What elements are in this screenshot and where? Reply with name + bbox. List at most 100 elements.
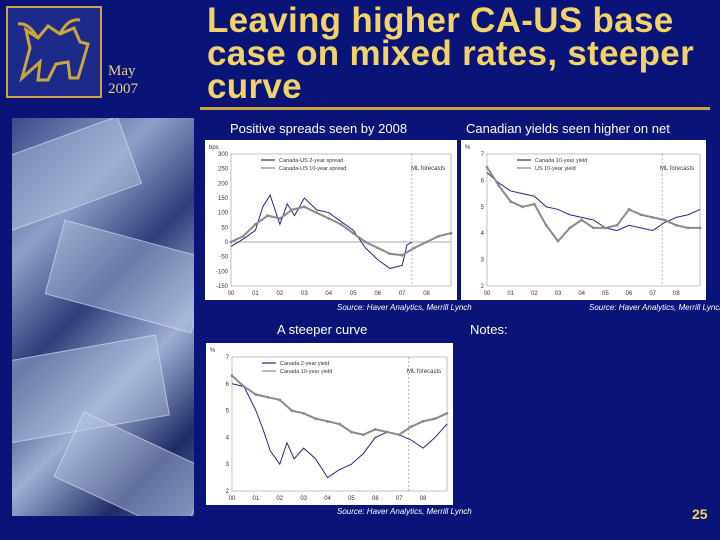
series-point	[278, 217, 282, 220]
x-tick-label: 07	[396, 496, 403, 502]
x-tick-label: 00	[229, 496, 236, 502]
series-point	[686, 226, 690, 230]
axis-unit-label: bps	[209, 145, 219, 151]
series-point	[229, 240, 233, 244]
x-tick-label: 01	[252, 291, 259, 297]
x-tick-label: 06	[626, 291, 633, 297]
y-tick-label: 5	[226, 409, 230, 415]
chart-curve-svg: % 2 3 4 5 6 7 00 01 02 03 04 05 06 07 08 ML forecasts Can…	[210, 348, 449, 502]
series-point	[698, 226, 702, 230]
y-tick-label: 100	[218, 211, 229, 217]
series-line	[486, 166, 700, 243]
series-point	[449, 231, 453, 235]
series-line	[231, 375, 448, 436]
legend-label: Canada-US 10-year spread	[279, 166, 346, 172]
series-point	[603, 226, 607, 230]
series-point	[615, 223, 619, 227]
series-point	[302, 411, 306, 415]
title-divider	[200, 107, 710, 110]
page-number: 25	[692, 506, 708, 522]
series-point	[350, 430, 353, 434]
y-tick-label: 4	[226, 435, 230, 441]
bull-icon	[17, 18, 90, 83]
series-point	[230, 374, 234, 378]
y-tick-label: 150	[218, 196, 229, 202]
presentation-date: May 2007	[108, 62, 158, 98]
legend-label: Canada 10-year yield	[280, 369, 332, 375]
x-tick-label: 08	[673, 291, 680, 297]
x-tick-label: 02	[531, 291, 538, 297]
slide-title: Leaving higher CA-US base case on mixed …	[207, 1, 694, 106]
date-month: May	[108, 63, 136, 79]
forecast-annotation: ML forecasts	[411, 166, 445, 172]
y-tick-label: -150	[216, 284, 229, 290]
x-tick-label: 07	[399, 291, 406, 297]
series-point	[351, 231, 355, 235]
x-tick-label: 02	[277, 291, 284, 297]
series-line	[486, 172, 701, 232]
series-point	[254, 393, 258, 396]
series-point	[385, 430, 389, 434]
series-point	[326, 419, 329, 423]
x-tick-label: 01	[507, 291, 514, 297]
notes-heading: Notes:	[470, 322, 508, 337]
series-point	[241, 234, 245, 238]
axis-unit-label: %	[210, 348, 216, 354]
y-tick-label: 3	[481, 258, 485, 264]
legend-label: Canada 2-year yield	[280, 361, 329, 367]
series-point	[485, 165, 489, 169]
y-tick-label: 2	[481, 284, 485, 290]
y-tick-label: 5	[481, 205, 485, 211]
chart-yields: % 2 3 4 5 6 7 00 01 02 03 04 05 06 07 08 ML forecasts Can…	[461, 140, 706, 300]
series-point	[639, 213, 643, 217]
y-tick-label: 250	[218, 167, 229, 173]
series-point	[388, 252, 392, 256]
source-curve: Source: Haver Analytics, Merrill Lynch	[337, 507, 472, 516]
series-point	[302, 205, 306, 209]
series-point	[338, 422, 341, 426]
y-tick-label: 0	[225, 240, 229, 246]
series-point	[627, 208, 631, 211]
y-tick-label: 6	[481, 178, 485, 184]
x-tick-label: 04	[325, 291, 332, 297]
x-tick-label: 03	[301, 291, 308, 297]
panel-title-curve: A steeper curve	[277, 322, 368, 337]
series-point	[663, 218, 666, 222]
x-tick-label: 06	[374, 291, 381, 297]
y-tick-label: 2	[226, 489, 230, 495]
source-spreads: Source: Haver Analytics, Merrill Lynch	[337, 303, 472, 312]
series-line	[230, 205, 452, 257]
source-yields: Source: Haver Analytics, Merrill Lynch	[589, 303, 720, 312]
x-tick-label: 04	[578, 291, 585, 297]
y-tick-label: 200	[218, 181, 229, 187]
axis-unit-label: %	[465, 145, 471, 151]
y-tick-label: 300	[218, 152, 229, 158]
series-point	[532, 202, 536, 206]
chart-spreads: bps -150 -100 -50 0 50 100 150 200 250 300 00 01 02 03…	[205, 140, 457, 300]
series-point	[521, 205, 524, 209]
x-tick-label: 06	[372, 496, 379, 502]
x-tick-label: 02	[276, 496, 283, 502]
legend-label: Canada 10-year yield	[535, 158, 587, 164]
series-line	[230, 193, 413, 269]
y-tick-label: 6	[226, 382, 230, 388]
x-tick-label: 08	[420, 496, 427, 502]
x-tick-label: 05	[350, 291, 357, 297]
series-point	[674, 223, 678, 227]
chart-yields-svg: % 2 3 4 5 6 7 00 01 02 03 04 05 06 07 08 ML forecasts Can…	[465, 145, 702, 297]
series-point	[373, 427, 377, 431]
series-point	[509, 200, 513, 203]
x-tick-label: 03	[300, 496, 307, 502]
series-point	[254, 223, 257, 226]
forecast-annotation: ML forecasts	[660, 166, 694, 172]
y-tick-label: -50	[219, 255, 228, 261]
x-tick-label: 00	[484, 291, 491, 297]
x-tick-label: 01	[253, 496, 260, 502]
y-tick-label: 7	[226, 355, 230, 361]
forecast-annotation: ML forecasts	[407, 369, 441, 375]
x-tick-label: 05	[602, 291, 609, 297]
chart-curve: % 2 3 4 5 6 7 00 01 02 03 04 05 06 07 08 ML forecasts Can…	[206, 343, 453, 505]
series-point	[437, 234, 441, 238]
y-tick-label: 3	[226, 462, 230, 468]
